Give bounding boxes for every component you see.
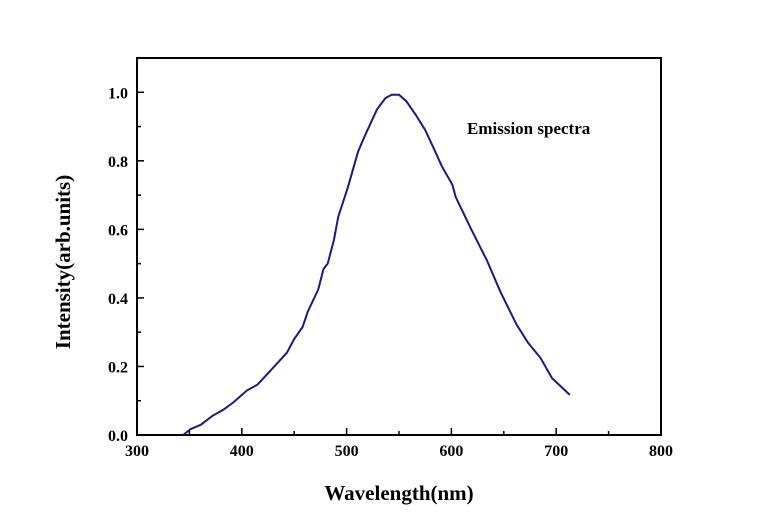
annotation-emission-spectra: Emission spectra	[467, 119, 591, 138]
y-tick-label: 0.6	[108, 222, 128, 239]
y-axis-label: Intensity(arb.units)	[51, 175, 75, 349]
y-tick-label: 0.0	[108, 428, 128, 445]
x-tick-label: 800	[649, 443, 673, 460]
x-tick-label: 600	[439, 443, 463, 460]
y-tick-label: 1.0	[108, 85, 128, 102]
x-tick-label: 300	[125, 443, 149, 460]
x-tick-label: 400	[230, 443, 254, 460]
series-line	[182, 93, 571, 436]
y-tick-label: 0.4	[108, 291, 128, 308]
x-tick-label: 700	[544, 443, 568, 460]
y-tick-label: 0.2	[108, 359, 128, 376]
x-tick-label: 500	[335, 443, 359, 460]
y-tick-label: 0.8	[108, 154, 128, 171]
plot-frame	[136, 57, 662, 436]
x-axis-label: Wavelength(nm)	[324, 481, 473, 505]
